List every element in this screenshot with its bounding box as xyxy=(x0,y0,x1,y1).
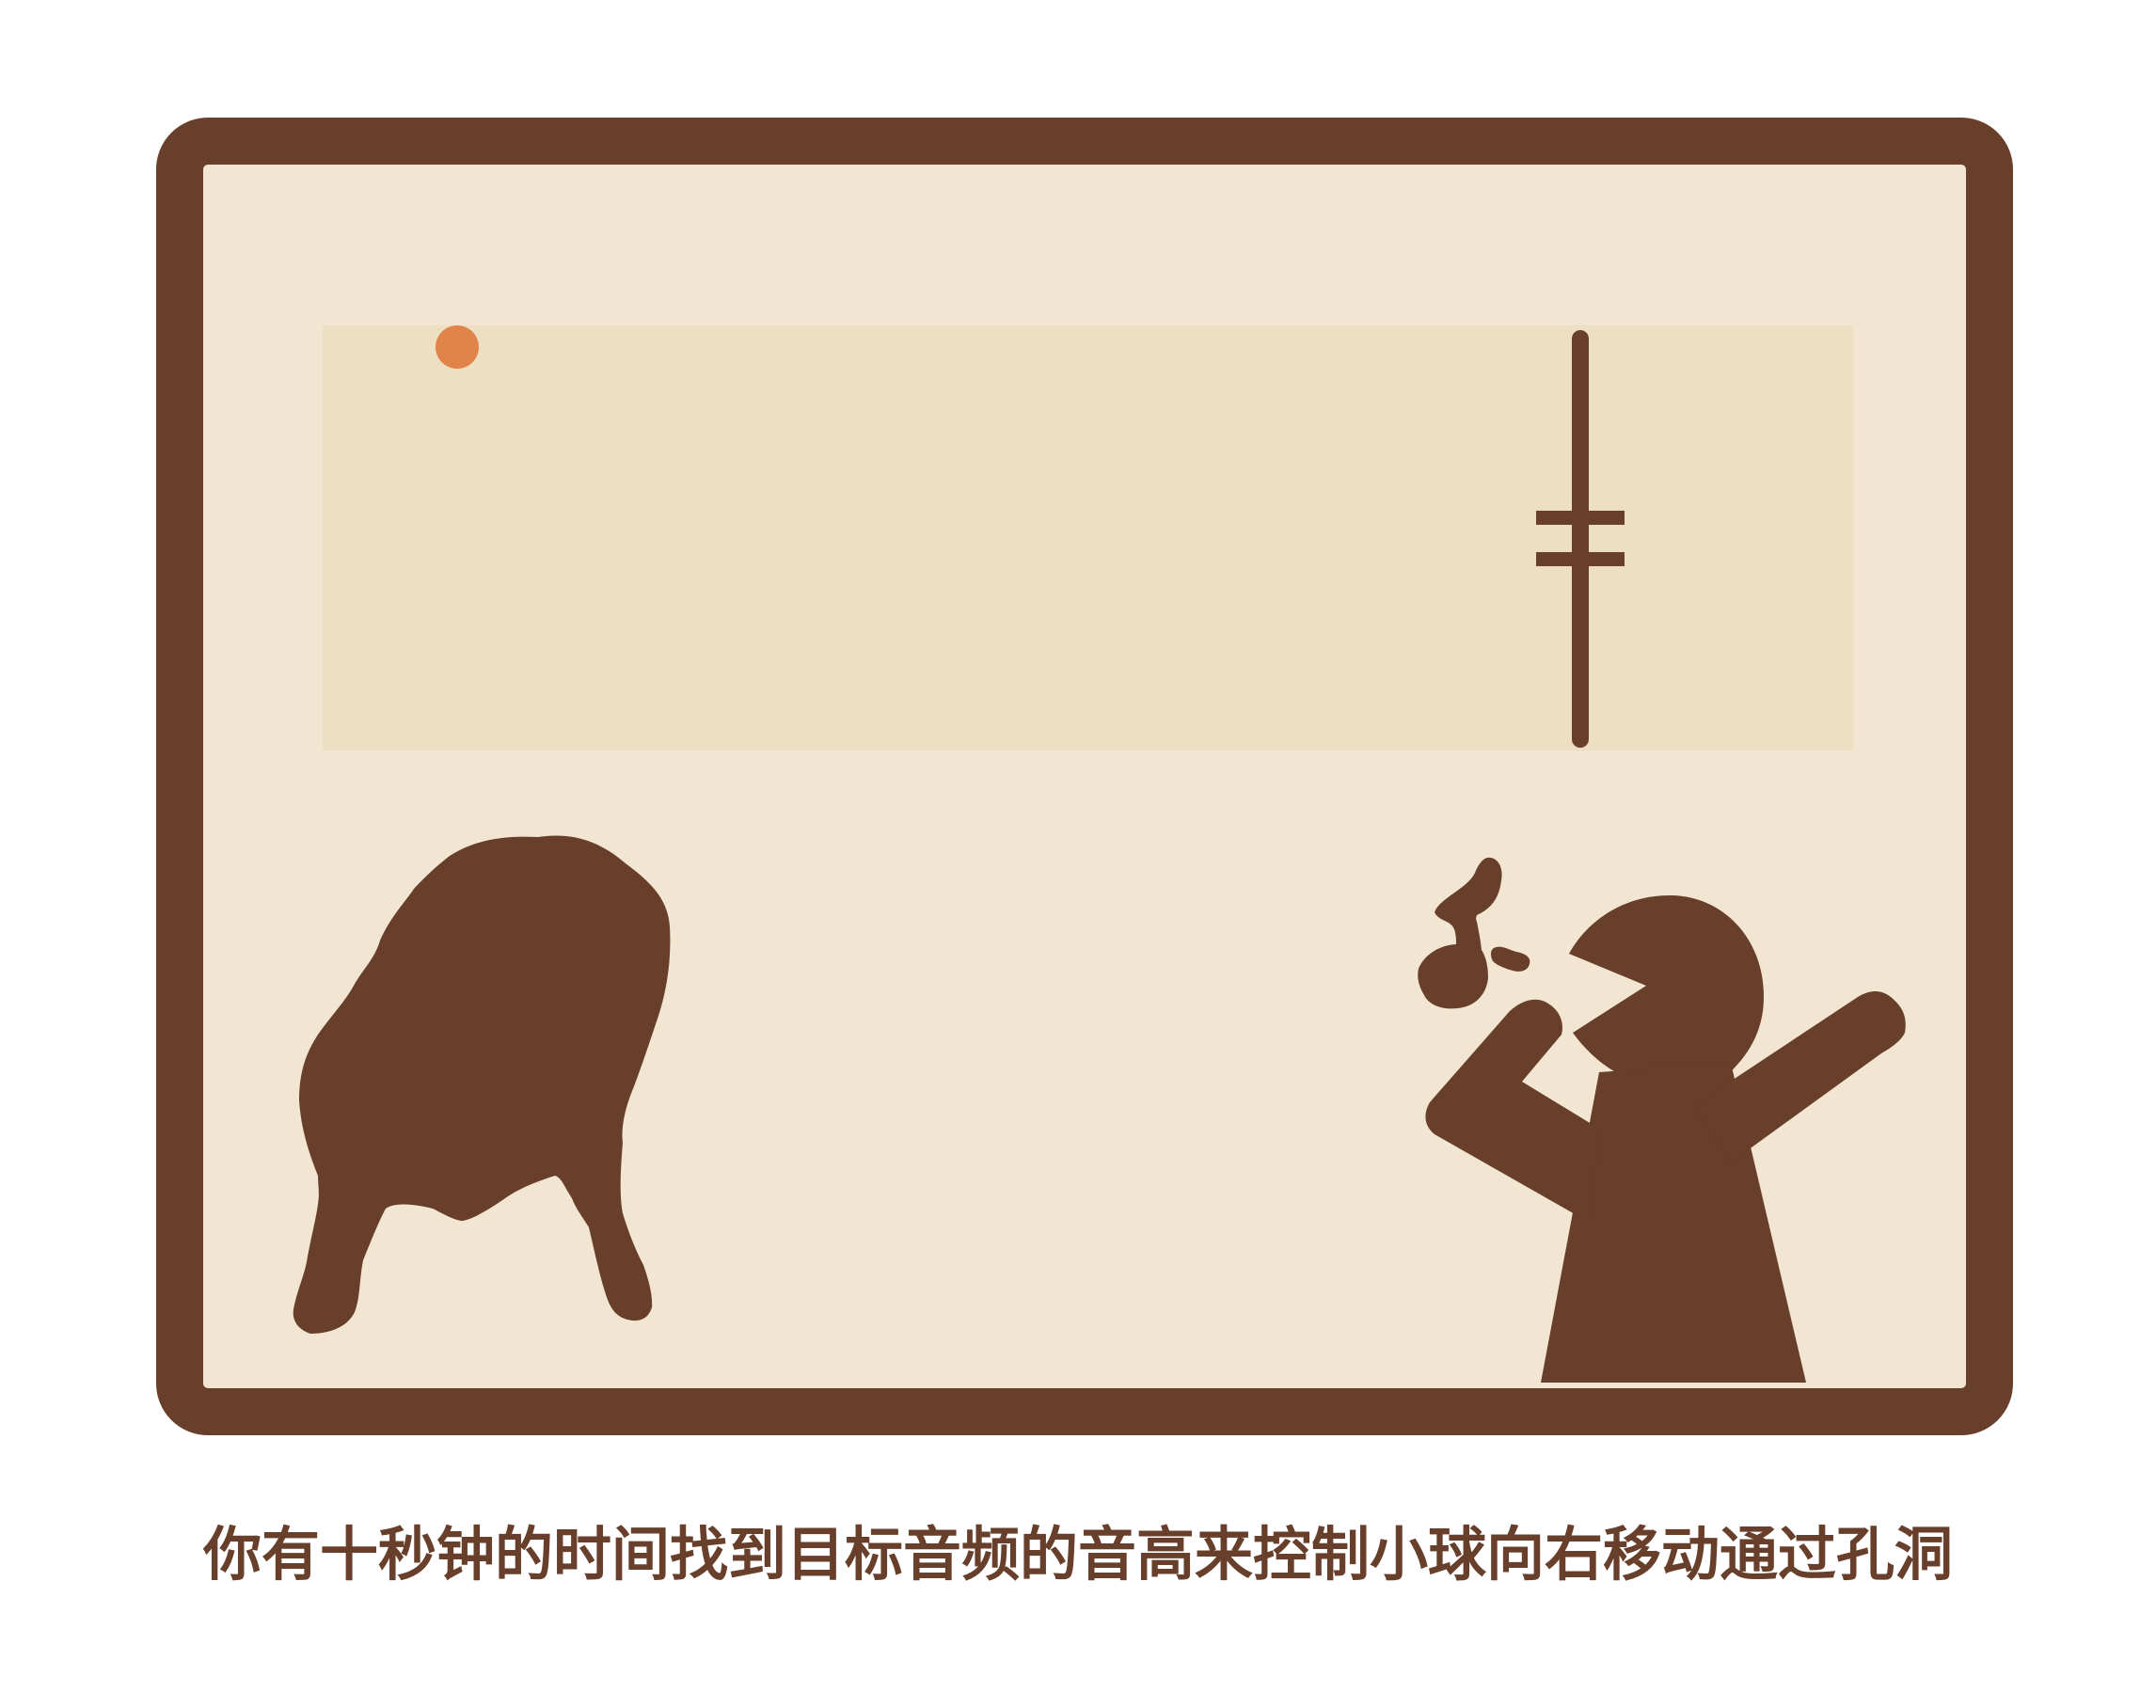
wall-with-hole xyxy=(1536,330,1625,748)
pitch-ball xyxy=(436,325,479,369)
play-area xyxy=(323,325,1853,751)
person-head xyxy=(1569,895,1764,1090)
blob-creature-icon xyxy=(293,835,671,1334)
hole-top-bar xyxy=(1536,511,1625,525)
hole-bottom-bar xyxy=(1536,552,1625,566)
person-right-arm xyxy=(1693,991,1906,1162)
music-note-icon xyxy=(1418,857,1530,1009)
singing-person-icon xyxy=(1425,895,1906,1383)
person-left-arm xyxy=(1425,999,1599,1223)
instruction-text: 你有十秒钟的时间找到目标音频的音高来控制小球向右移动通过孔洞 xyxy=(202,1520,1953,1589)
